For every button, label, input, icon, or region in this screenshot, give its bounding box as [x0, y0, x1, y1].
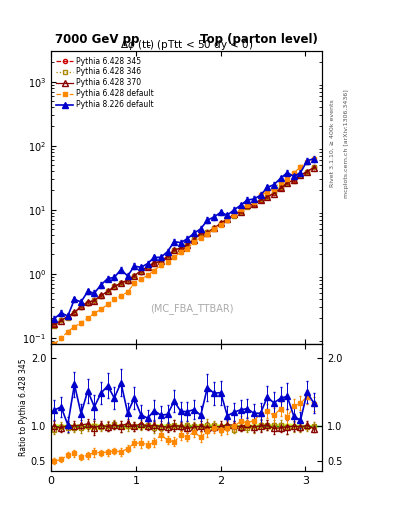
Legend: Pythia 6.428 345, Pythia 6.428 346, Pythia 6.428 370, Pythia 6.428 default, Pyth: Pythia 6.428 345, Pythia 6.428 346, Pyth… [55, 55, 156, 111]
Y-axis label: Ratio to Pythia 6.428 345: Ratio to Pythia 6.428 345 [19, 358, 28, 456]
Text: (MC_FBA_TTBAR): (MC_FBA_TTBAR) [151, 303, 234, 314]
Text: Rivet 3.1.10, ≥ 400k events: Rivet 3.1.10, ≥ 400k events [330, 99, 335, 187]
Text: Top (parton level): Top (parton level) [200, 33, 318, 46]
Text: mcplots.cern.ch [arXiv:1306.3436]: mcplots.cern.ch [arXiv:1306.3436] [344, 89, 349, 198]
Title: $\Delta\phi$ (tt$\bar{}$) (pTtt < 50 dy < 0): $\Delta\phi$ (tt$\bar{}$) (pTtt < 50 dy … [120, 38, 253, 52]
Text: 7000 GeV pp: 7000 GeV pp [55, 33, 140, 46]
